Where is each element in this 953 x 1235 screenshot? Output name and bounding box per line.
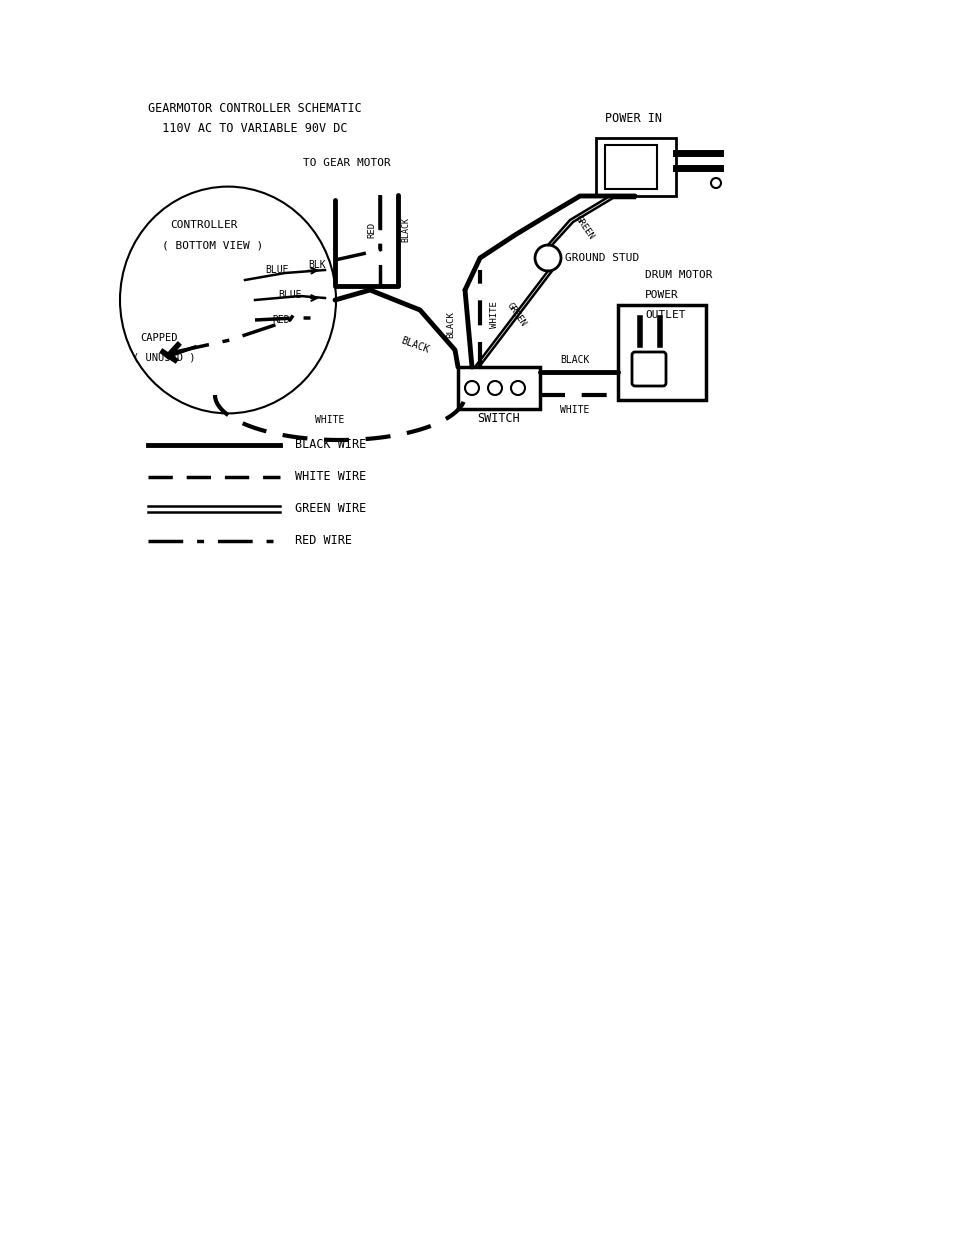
Text: BLUE: BLUE	[265, 266, 288, 275]
Text: RED: RED	[272, 315, 290, 325]
Bar	[618, 305, 705, 400]
Text: 110V AC TO VARIABLE 90V DC: 110V AC TO VARIABLE 90V DC	[148, 121, 347, 135]
Text: BLACK: BLACK	[401, 217, 410, 242]
Text: CAPPED: CAPPED	[140, 333, 177, 343]
Text: OUTLET: OUTLET	[644, 310, 685, 320]
Text: RED WIRE: RED WIRE	[294, 535, 352, 547]
Text: DRUM MOTOR: DRUM MOTOR	[644, 270, 712, 280]
Text: BLK: BLK	[308, 261, 325, 270]
Text: BLACK: BLACK	[399, 335, 431, 354]
Text: POWER: POWER	[644, 290, 678, 300]
Circle shape	[535, 245, 560, 270]
Text: GROUND STUD: GROUND STUD	[564, 253, 639, 263]
Text: BLACK: BLACK	[559, 354, 589, 366]
Bar	[596, 138, 676, 196]
Text: GREEN WIRE: GREEN WIRE	[294, 503, 366, 515]
Text: GREEN: GREEN	[504, 301, 527, 329]
Text: CONTROLLER: CONTROLLER	[170, 220, 237, 230]
Text: GEARMOTOR CONTROLLER SCHEMATIC: GEARMOTOR CONTROLLER SCHEMATIC	[148, 101, 361, 115]
Text: BLUE: BLUE	[277, 290, 301, 300]
Text: WHITE: WHITE	[315, 415, 344, 425]
Text: TO GEAR MOTOR: TO GEAR MOTOR	[303, 158, 391, 168]
Text: WHITE WIRE: WHITE WIRE	[294, 471, 366, 483]
Text: RED: RED	[367, 222, 376, 238]
Text: GREEN: GREEN	[573, 215, 596, 242]
Text: ( UNUSED ): ( UNUSED )	[132, 353, 195, 363]
Bar	[457, 367, 539, 409]
Bar	[604, 144, 657, 189]
Text: WHITE: WHITE	[490, 301, 498, 329]
Text: WHITE: WHITE	[559, 405, 589, 415]
Text: BLACK: BLACK	[446, 311, 455, 338]
Text: ( BOTTOM VIEW ): ( BOTTOM VIEW )	[162, 240, 263, 249]
Text: BLACK WIRE: BLACK WIRE	[294, 438, 366, 452]
Text: POWER IN: POWER IN	[604, 111, 661, 125]
Text: SWITCH: SWITCH	[477, 411, 519, 425]
